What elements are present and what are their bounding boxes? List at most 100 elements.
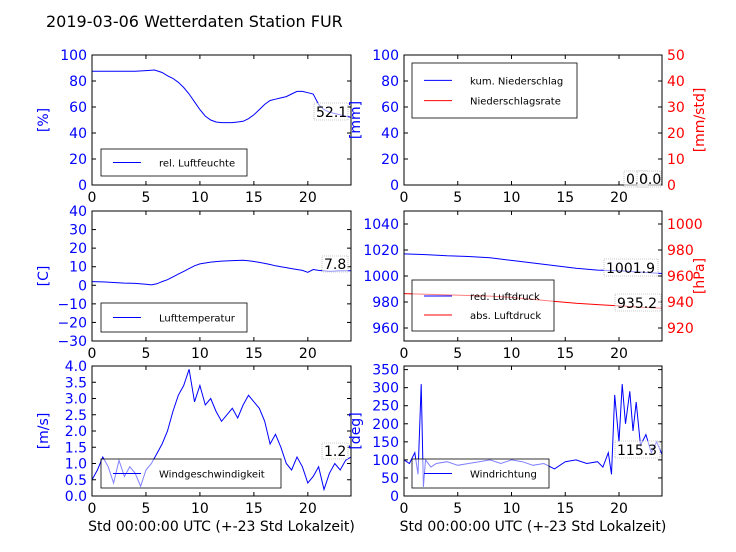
chart-panel: 0 5 10 15 20 −30 −20 −10 0 10 20 30 40 Lufttemperatur… [36, 204, 351, 362]
legend-entry: Niederschlagsrate [470, 97, 561, 108]
legend: rel. Luftfeuchte [101, 149, 247, 176]
y-tick-label: 1020 [363, 243, 399, 259]
y-tick-label: 100 [60, 48, 87, 64]
y-tick-label: 3.0 [65, 392, 87, 408]
y-right-tick-label: 30 [667, 100, 685, 116]
legend-frame [412, 63, 577, 118]
y-tick-label: −30 [57, 334, 87, 350]
x-tick-label: 15 [245, 501, 263, 517]
y-tick-label: 4.0 [65, 359, 87, 375]
y-tick-label: 980 [372, 295, 399, 311]
y-tick-label: 1000 [363, 269, 399, 285]
y-right-tick-label: 1000 [667, 217, 703, 233]
y-tick-label: 80 [69, 74, 87, 90]
y-tick-label: 40 [69, 204, 87, 220]
legend: kum. Niederschlag Niederschlagsrate [412, 63, 577, 118]
y-tick-label: 2.5 [65, 408, 87, 424]
y-tick-label: 0 [390, 489, 399, 505]
x-tick-label: 5 [453, 190, 462, 206]
y-tick-label: 50 [381, 471, 399, 487]
y-tick-label: 1.5 [65, 440, 87, 456]
y-tick-label: 80 [381, 74, 399, 90]
legend: red. Luftdruck abs. Luftdruck [412, 280, 554, 331]
y-axis-label: [m/s] [36, 413, 52, 450]
y-right-tick-label: 920 [667, 321, 694, 337]
y-axis-label: [deg] [348, 412, 364, 449]
x-tick-label: 20 [610, 346, 628, 362]
x-tick-label: 20 [299, 346, 317, 362]
y-right-tick-label: 50 [667, 48, 685, 64]
y-tick-label: 40 [381, 126, 399, 142]
x-tick-label: 15 [556, 190, 574, 206]
x-tick-label: 0 [88, 346, 97, 362]
y-right-tick-label: 980 [667, 243, 694, 259]
y-tick-label: 3.5 [65, 375, 87, 391]
y-tick-label: 100 [372, 48, 399, 64]
value-label: 0.0 [639, 172, 661, 188]
y-tick-label: −10 [57, 297, 87, 313]
x-tick-label: 5 [141, 190, 150, 206]
chart-panel: 0 5 10 15 20050100150200250300350Windrichtun… [348, 363, 666, 535]
x-axis-label: Std 00:00:00 UTC (+-23 Std Lokalzeit) [88, 519, 355, 535]
y-right-axis-label: [mm/std] [692, 88, 708, 153]
y-tick-label: 0 [78, 278, 87, 294]
y-tick-label: 40 [69, 126, 87, 142]
value-label: 935.2 [617, 296, 657, 312]
y-tick-label: 60 [69, 100, 87, 116]
y-right-tick-label: 10 [667, 152, 685, 168]
x-tick-label: 5 [141, 346, 150, 362]
chart-panel: 0 5 10 15 20 0.00.51.01.52.02.53.03.54.0 Windg… [36, 359, 355, 535]
y-tick-label: 0 [78, 178, 87, 194]
x-tick-label: 15 [556, 501, 574, 517]
series-line [92, 260, 351, 285]
y-axis-label: [C] [36, 266, 52, 287]
x-tick-label: 10 [503, 501, 521, 517]
x-axis-label: Std 00:00:00 UTC (+-23 Std Lokalzeit) [400, 519, 667, 535]
legend-entry: rel. Luftfeuchte [159, 159, 235, 170]
x-tick-label: 20 [299, 501, 317, 517]
y-tick-label: 0.0 [65, 489, 87, 505]
y-tick-label: 200 [372, 417, 399, 433]
legend-entry: abs. Luftdruck [470, 311, 541, 322]
legend-entry: red. Luftdruck [470, 292, 540, 303]
x-tick-label: 10 [191, 501, 209, 517]
value-label: 1001.9 [606, 261, 655, 277]
x-tick-label: 10 [503, 346, 521, 362]
y-right-axis-label: [hPa] [692, 258, 708, 294]
y-tick-label: 300 [372, 381, 399, 397]
value-label: 52.1 [316, 105, 347, 121]
legend-entry: Windrichtung [470, 470, 537, 481]
value-label: 7.8 [324, 257, 346, 273]
x-tick-label: 0 [88, 190, 97, 206]
y-tick-label: 0.5 [65, 473, 87, 489]
x-tick-label: 5 [453, 346, 462, 362]
y-tick-label: 250 [372, 399, 399, 415]
value-label: 115.3 [617, 443, 657, 459]
y-tick-label: 100 [372, 453, 399, 469]
y-right-tick-label: 20 [667, 126, 685, 142]
y-tick-label: 2.0 [65, 424, 87, 440]
y-tick-label: 20 [381, 152, 399, 168]
x-tick-label: 10 [191, 190, 209, 206]
x-tick-label: 20 [610, 190, 628, 206]
x-tick-label: 20 [610, 501, 628, 517]
x-tick-label: 15 [245, 346, 263, 362]
y-tick-label: 1.0 [65, 457, 87, 473]
series-line [92, 70, 351, 123]
x-tick-label: 0 [400, 190, 409, 206]
x-tick-label: 5 [141, 501, 150, 517]
figure-title: 2019-03-06 Wetterdaten Station FUR [46, 12, 343, 31]
y-tick-label: 0 [390, 178, 399, 194]
y-tick-label: 350 [372, 363, 399, 379]
chart-panel: 0 5 10 15 20 0 20 40 60 80 100 0 10 20 30 40 50 kum. Nied… [348, 48, 708, 206]
legend-entry: Lufttemperatur [159, 314, 236, 325]
y-tick-label: 30 [69, 223, 87, 239]
x-tick-label: 0 [400, 346, 409, 362]
x-tick-label: 5 [453, 501, 462, 517]
y-right-tick-label: 0 [667, 178, 676, 194]
chart-panel: 0 5 10 15 20 0 20 40 60 80 100 rel. Luftfeuchte 52.1… [36, 48, 351, 206]
legend-entry: Windgeschwindigkeit [159, 470, 265, 481]
legend: Windgeschwindigkeit [101, 459, 281, 488]
y-tick-label: 20 [69, 241, 87, 257]
